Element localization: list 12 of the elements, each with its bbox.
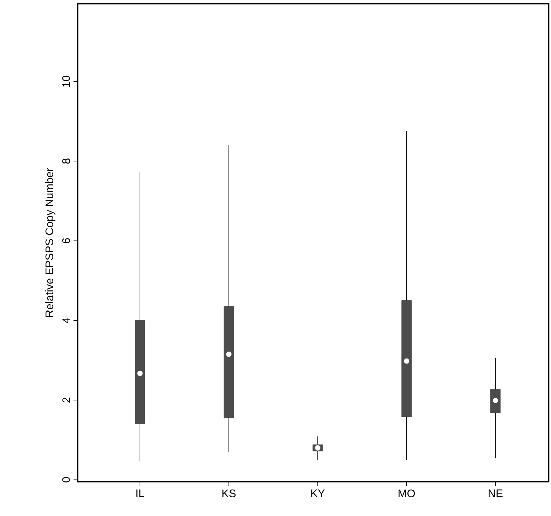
x-tick-label: KS [222,490,236,498]
y-tick-label: 2 [62,398,70,403]
y-axis-title: Relative EPSPS Copy Number [45,168,56,318]
y-tick-label: 8 [62,158,70,164]
x-tick-label: IL [136,490,144,498]
y-tick-label: 0 [62,477,70,483]
x-tick-label: MO [398,490,416,498]
x-tick-label: KY [312,490,326,498]
y-tick-label: 10 [62,76,70,87]
x-tick-label: NE [488,490,503,498]
y-tick-label: 4 [62,318,70,324]
y-tick-label: 6 [62,238,70,244]
